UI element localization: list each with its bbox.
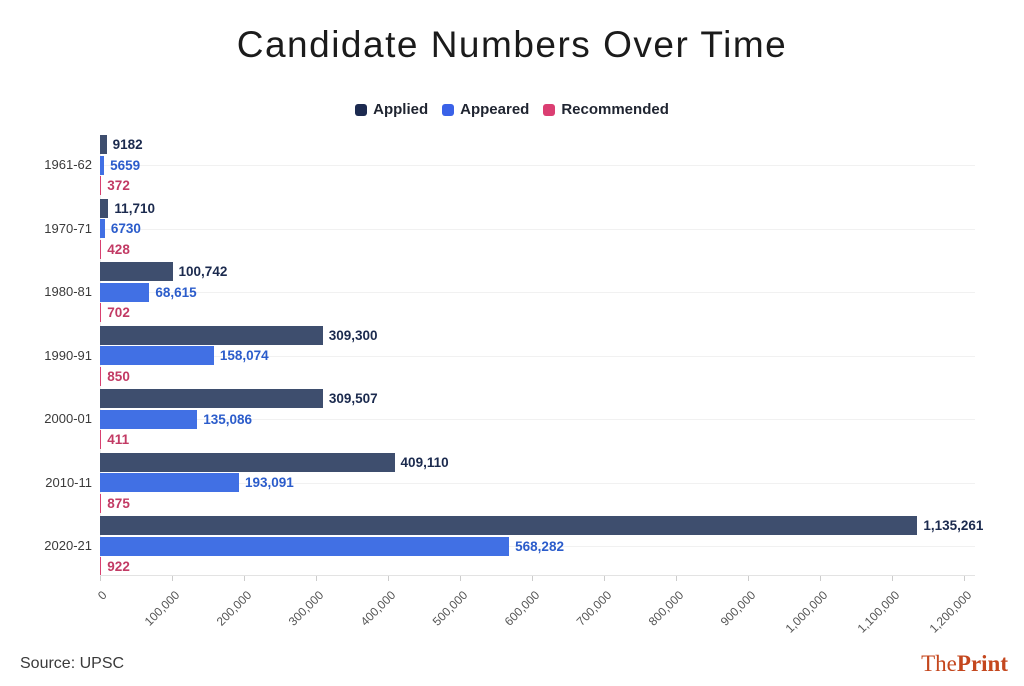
bar-recommended: [100, 366, 102, 386]
x-axis-tick: [388, 576, 389, 581]
bar-applied: [100, 516, 918, 535]
legend-item-applied: Applied: [355, 101, 428, 118]
bar-value-label: 193,091: [245, 475, 294, 490]
bar-recommended: [100, 493, 102, 513]
y-axis-category-label: 2020-21: [44, 538, 92, 553]
x-axis-line: [100, 575, 975, 576]
x-axis-tick: [676, 576, 677, 581]
bar-value-label: 568,282: [515, 538, 564, 554]
bar-appeared: [100, 473, 240, 492]
bar-value-label: 922: [107, 559, 130, 574]
bar-recommended: [100, 176, 102, 195]
bar-value-label: 9182: [112, 137, 143, 152]
theprint-logo: ThePrint: [921, 651, 1008, 677]
bar-appeared: [100, 409, 198, 429]
y-axis-category-label: 1990-91: [44, 347, 92, 363]
bar-value-label: 875: [107, 495, 130, 511]
y-axis-category-label: 1970-71: [44, 220, 92, 236]
legend-label: Recommended: [561, 101, 669, 118]
bar-appeared: [100, 282, 150, 302]
bar-value-label: 11,710: [114, 200, 155, 216]
x-axis-tick: [244, 576, 245, 581]
bar-value-label: 372: [107, 178, 130, 193]
bar-value-label: 309,507: [328, 391, 378, 406]
bar-value-label: 1,135,261: [923, 518, 984, 533]
y-axis-category-label: 1980-81: [44, 284, 92, 299]
x-axis-tick-label: 1,200,000: [874, 586, 974, 636]
legend-swatch-appeared: [442, 103, 455, 116]
x-axis-tick: [172, 576, 173, 581]
x-axis-tick: [964, 576, 965, 581]
bar-applied: [100, 198, 109, 218]
bar-value-label: 409,110: [400, 454, 449, 470]
bar-value-label: 702: [107, 305, 130, 320]
bar-applied: [100, 325, 323, 345]
x-axis-tick: [604, 576, 605, 581]
legend-label: Applied: [373, 101, 429, 118]
x-axis-tick: [100, 576, 101, 581]
bar-applied: [100, 262, 173, 281]
bar-applied: [100, 135, 107, 154]
y-axis-category-label: 2000-01: [44, 411, 92, 426]
x-axis-tick: [820, 576, 821, 581]
bar-recommended: [100, 239, 102, 259]
bar-value-label: 68,615: [155, 284, 197, 300]
bar-appeared: [100, 536, 510, 556]
source-note: Source: UPSC: [20, 655, 125, 672]
y-axis-category-label: 1961-62: [44, 157, 92, 172]
bar-applied: [100, 389, 323, 408]
category-gridline: [100, 482, 975, 484]
legend: Applied Appeared Recommended: [0, 101, 1024, 118]
bar-value-label: 5659: [110, 157, 141, 173]
y-axis-category-label: 2010-11: [45, 474, 92, 490]
bar-recommended: [100, 430, 102, 449]
x-axis-tick: [460, 576, 461, 581]
bar-appeared: [100, 155, 105, 175]
x-axis-tick: [748, 576, 749, 581]
x-axis-tick: [532, 576, 533, 581]
bar-appeared: [100, 346, 214, 365]
category-gridline: [100, 165, 975, 166]
bar-recommended: [100, 303, 102, 322]
legend-swatch-applied: [355, 103, 368, 116]
category-gridline: [100, 355, 975, 357]
bar-value-label: 411: [107, 432, 130, 447]
bar-value-label: 6730: [110, 221, 141, 236]
category-gridline: [100, 228, 975, 230]
legend-item-appeared: Appeared: [442, 101, 529, 118]
bar-value-label: 428: [107, 241, 130, 257]
legend-label: Appeared: [460, 101, 530, 118]
x-axis-tick: [316, 576, 317, 581]
legend-swatch-recommended: [543, 103, 556, 116]
logo-print: Print: [956, 651, 1008, 676]
x-axis-tick-label-text: 1,200,000: [926, 588, 974, 636]
bar-appeared: [100, 219, 105, 238]
bar-value-label: 850: [107, 368, 130, 384]
bar-value-label: 135,086: [203, 411, 253, 427]
bar-value-label: 158,074: [219, 348, 269, 363]
bar-value-label: 309,300: [328, 327, 378, 343]
category-gridline: [100, 546, 975, 547]
logo-the: The: [921, 651, 957, 676]
x-axis-tick: [892, 576, 893, 581]
category-gridline: [100, 419, 975, 420]
legend-item-recommended: Recommended: [543, 101, 669, 118]
bar-applied: [100, 452, 395, 472]
bar-recommended: [100, 557, 102, 576]
bar-value-label: 100,742: [178, 264, 228, 279]
category-gridline: [100, 292, 975, 293]
chart-title: Candidate Numbers Over Time: [236, 24, 788, 65]
